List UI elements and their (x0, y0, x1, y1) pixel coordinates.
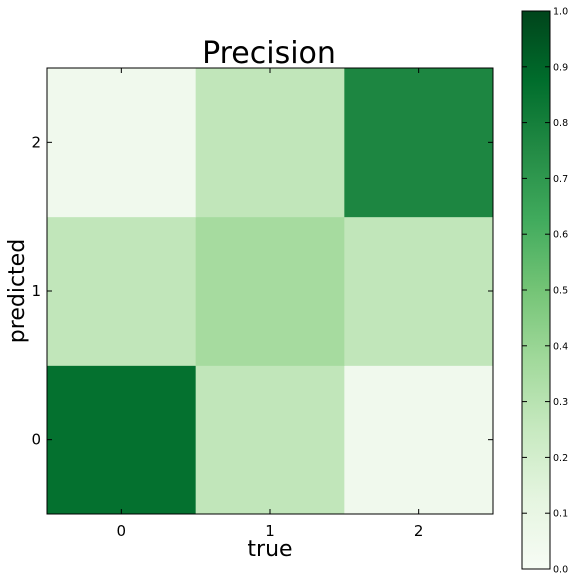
colorbar-tick-label: 0.3 (553, 397, 568, 408)
x-axis-label: true (247, 537, 292, 562)
x-tick-label: 0 (117, 522, 127, 540)
y-axis-label: predicted (5, 239, 30, 343)
colorbar-tick-label: 0.2 (553, 453, 568, 464)
colorbar-tick-label: 0.8 (553, 118, 568, 129)
heatmap-cell-pred0-true0 (47, 365, 197, 515)
heatmap-cell-pred2-true2 (344, 68, 494, 218)
colorbar-ticks: 0.0 0.1 0.2 0.3 0.4 0.5 0.6 0.7 0.8 0.9 1.0 (522, 7, 568, 576)
colorbar-tick-label: 0.9 (553, 62, 568, 73)
heatmap-cell-pred0-true1 (195, 365, 345, 515)
colorbar-tick-label: 0.1 (553, 509, 568, 520)
x-tick-label: 2 (414, 522, 424, 540)
heatmap-cell-pred2-true1 (195, 68, 345, 218)
y-tick-label: 1 (31, 282, 41, 300)
heatmap-cell-pred0-true2 (344, 365, 494, 515)
colorbar-tick-label: 0.7 (553, 174, 568, 185)
y-tick-label: 2 (31, 133, 41, 151)
colorbar-tick-label: 0.0 (553, 565, 568, 576)
x-axis-ticks: 0 1 2 (117, 68, 424, 540)
colorbar-tick-label: 0.4 (553, 341, 568, 352)
chart-title: Precision (202, 36, 336, 71)
y-tick-label: 0 (31, 431, 41, 449)
y-axis-ticks: 0 1 2 (31, 133, 493, 449)
heatmap-cell-pred1-true0 (47, 216, 197, 366)
colorbar-tick-label: 1.0 (553, 7, 568, 18)
heatmap-cell-pred1-true1 (195, 216, 345, 366)
heatmap-cells (47, 68, 494, 515)
heatmap-cell-pred2-true0 (47, 68, 197, 218)
colorbar-tick-label: 0.6 (553, 230, 568, 241)
x-tick-label: 1 (265, 522, 275, 540)
heatmap-cell-pred1-true2 (344, 216, 494, 366)
colorbar-tick-label: 0.5 (553, 286, 568, 297)
